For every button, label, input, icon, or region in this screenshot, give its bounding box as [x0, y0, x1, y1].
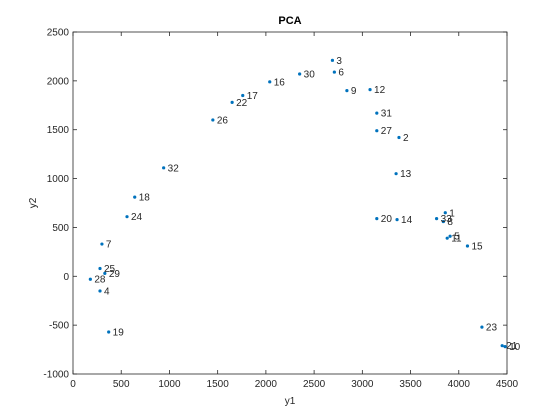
point-label-4: 4 — [104, 286, 110, 297]
point-label-31: 31 — [381, 109, 393, 120]
point-label-7: 7 — [106, 240, 112, 251]
point-label-14: 14 — [401, 215, 413, 226]
point-label-19: 19 — [113, 327, 125, 338]
x-tick-label: 0 — [70, 379, 76, 390]
data-point-2 — [397, 135, 401, 140]
x-tick-label: 1500 — [207, 379, 230, 390]
data-point-30 — [298, 72, 302, 76]
point-label-11: 11 — [451, 234, 462, 245]
data-point-10 — [503, 345, 507, 349]
data-point-9 — [345, 89, 349, 93]
data-point-19 — [107, 330, 111, 334]
data-point-23 — [480, 325, 484, 329]
data-point-8 — [441, 219, 445, 224]
data-point-28 — [88, 277, 92, 281]
x-axis-ticks: 0 500 1000 1500 2000 2500 3000 3500 4000 4500 — [70, 32, 519, 390]
plot-area-frame — [72, 31, 508, 375]
x-tick-label: 2000 — [255, 379, 278, 390]
y-tick-label: 2000 — [47, 76, 70, 87]
y-tick-label: 1500 — [47, 125, 70, 136]
point-label-28: 28 — [94, 275, 106, 286]
point-label-33: 33 — [441, 214, 453, 225]
data-point-3 — [330, 58, 335, 62]
data-point-29 — [103, 271, 107, 275]
data-point-11 — [445, 236, 449, 240]
point-label-16: 16 — [274, 77, 286, 88]
data-point-20 — [375, 217, 379, 221]
point-label-32: 32 — [168, 163, 180, 174]
point-label-25: 25 — [104, 264, 116, 275]
data-point-22 — [230, 100, 234, 104]
chart-title: PCA — [278, 15, 301, 27]
data-point-4 — [98, 289, 102, 293]
y-axis-ticks: -1000 -500 0 500 1000 1500 2000 2500 — [43, 28, 507, 381]
point-label-2: 2 — [403, 133, 409, 144]
point-label-13: 13 — [400, 169, 412, 180]
data-point-33 — [434, 217, 439, 221]
y-tick-label: 0 — [63, 272, 69, 283]
point-label-20: 20 — [381, 214, 393, 225]
point-label-10: 10 — [509, 342, 521, 353]
data-point-17 — [241, 93, 245, 98]
data-point-26 — [211, 118, 215, 122]
data-point-7 — [100, 242, 104, 246]
x-tick-label: 4500 — [496, 379, 519, 390]
data-point-25 — [98, 266, 102, 271]
data-point-31 — [375, 111, 379, 115]
point-label-17: 17 — [247, 91, 259, 102]
point-label-24: 24 — [131, 212, 143, 223]
x-tick-label: 1000 — [158, 379, 181, 390]
data-point-5 — [448, 234, 452, 238]
x-axis-label: y1 — [285, 396, 296, 407]
point-label-26: 26 — [217, 115, 229, 126]
x-tick-label: 500 — [113, 379, 130, 390]
x-tick-label: 2500 — [303, 379, 326, 390]
y-tick-label: 2500 — [47, 28, 70, 39]
point-label-8: 8 — [447, 217, 453, 228]
data-point-27 — [375, 129, 379, 133]
data-point-1 — [443, 211, 447, 215]
point-label-29: 29 — [109, 269, 121, 280]
point-label-18: 18 — [139, 193, 151, 204]
point-label-5: 5 — [454, 232, 460, 243]
x-tick-label: 4000 — [448, 379, 471, 390]
data-point-18 — [133, 195, 137, 199]
y-tick-label: 500 — [52, 223, 69, 234]
point-label-21: 21 — [506, 341, 518, 352]
point-label-23: 23 — [486, 323, 498, 334]
y-tick-label: -1000 — [43, 370, 69, 381]
point-label-1: 1 — [449, 208, 455, 219]
point-label-3: 3 — [336, 56, 342, 67]
data-point-14 — [395, 218, 399, 222]
point-label-22: 22 — [236, 98, 248, 109]
y-tick-label: -500 — [49, 321, 69, 332]
y-tick-label: 1000 — [47, 174, 70, 185]
data-points — [88, 58, 507, 349]
data-point-21 — [500, 344, 504, 348]
data-point-13 — [394, 172, 398, 176]
point-label-27: 27 — [381, 126, 393, 137]
point-label-12: 12 — [374, 85, 386, 96]
point-label-30: 30 — [304, 70, 316, 81]
x-tick-label: 3500 — [399, 379, 422, 390]
data-point-32 — [162, 166, 166, 170]
data-point-6 — [332, 70, 336, 74]
data-point-12 — [368, 88, 372, 92]
point-label-9: 9 — [351, 86, 357, 97]
point-label-6: 6 — [338, 68, 344, 79]
y-axis-label: y2 — [28, 197, 39, 208]
point-label-15: 15 — [471, 241, 483, 252]
data-point-15 — [465, 244, 470, 248]
x-tick-label: 3000 — [351, 379, 374, 390]
data-point-16 — [268, 80, 272, 84]
data-point-24 — [125, 215, 129, 219]
point-labels: 1234567891011121314151617181920212223242… — [94, 56, 520, 353]
